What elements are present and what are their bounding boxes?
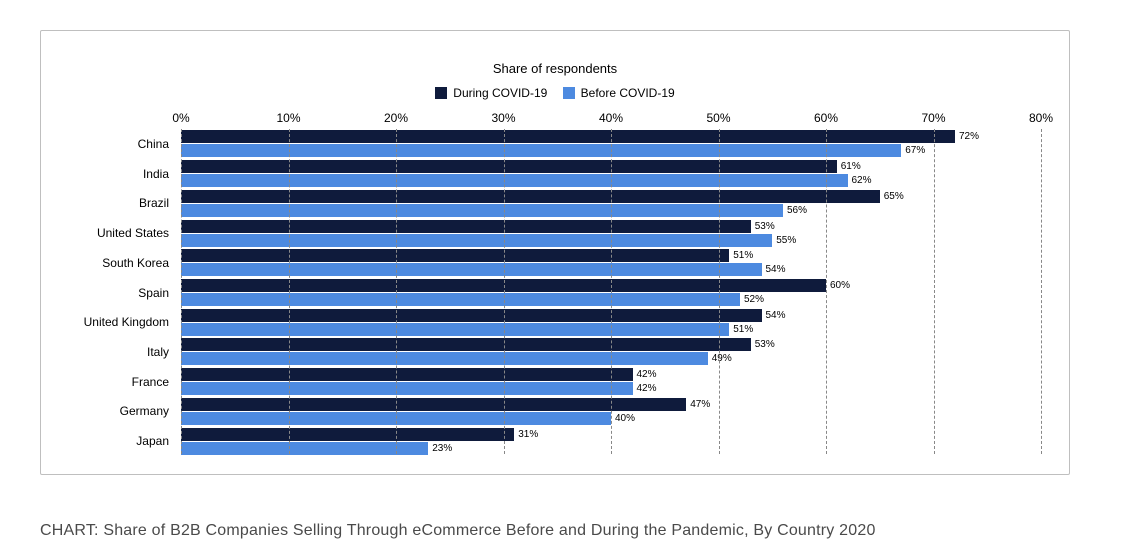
bar-value-label: 56% — [787, 204, 807, 217]
bar-before — [181, 323, 729, 336]
bar-row: 53% 49% — [181, 338, 1039, 365]
bar-during — [181, 368, 633, 381]
bar-during — [181, 428, 514, 441]
x-tick: 20% — [384, 111, 408, 125]
x-tick: 30% — [491, 111, 515, 125]
plot-area: 72%67%61%62%65%56%53%55%51%54%60%52%54%5… — [181, 129, 1039, 454]
grid-line — [611, 129, 612, 454]
bar-during — [181, 190, 880, 203]
bar-row: 54% 51% — [181, 309, 1039, 336]
bar-value-label: 31% — [518, 428, 538, 441]
legend-swatch-during — [435, 87, 447, 99]
bar-during — [181, 130, 955, 143]
legend-swatch-before — [563, 87, 575, 99]
legend-item-before: Before COVID-19 — [563, 86, 675, 100]
grid-line — [181, 129, 182, 454]
bar-value-label: 49% — [712, 352, 732, 365]
bar-value-label: 67% — [905, 144, 925, 157]
bar-row: 65% 56% — [181, 190, 1039, 217]
bar-value-label: 23% — [432, 442, 452, 455]
x-tick: 0% — [172, 111, 189, 125]
legend-item-during: During COVID-19 — [435, 86, 547, 100]
bar-before — [181, 293, 740, 306]
grid-line — [719, 129, 720, 454]
bar-before — [181, 263, 762, 276]
bar-value-label: 60% — [830, 279, 850, 292]
y-tick-label: Italy — [147, 345, 169, 359]
x-tick: 60% — [814, 111, 838, 125]
bar-row: 53%55% — [181, 220, 1039, 247]
bar-value-label: 61% — [841, 160, 861, 173]
y-tick-label: India — [143, 167, 169, 181]
x-tick: 40% — [599, 111, 623, 125]
bar-row: 51% 54% — [181, 249, 1039, 276]
y-tick-label: United States — [97, 226, 169, 240]
y-tick-label: Germany — [120, 404, 169, 418]
legend-label-during: During COVID-19 — [453, 86, 547, 100]
bar-value-label: 42% — [637, 382, 657, 395]
chart-inner: Share of respondents During COVID-19 Bef… — [40, 30, 1070, 475]
bar-value-label: 53% — [755, 338, 775, 351]
bar-during — [181, 309, 762, 322]
bar-value-label: 51% — [733, 323, 753, 336]
chart-container: Share of respondents During COVID-19 Bef… — [0, 0, 1144, 552]
legend-label-before: Before COVID-19 — [581, 86, 675, 100]
bar-during — [181, 160, 837, 173]
y-tick-label: Brazil — [139, 196, 169, 210]
bar-row: 61%62% — [181, 160, 1039, 187]
bar-before — [181, 174, 848, 187]
y-tick-label: Japan — [136, 434, 169, 448]
bar-value-label: 55% — [776, 234, 796, 247]
bar-before — [181, 204, 783, 217]
bar-during — [181, 338, 751, 351]
x-tick: 80% — [1029, 111, 1053, 125]
bar-value-label: 52% — [744, 293, 764, 306]
x-tick: 50% — [706, 111, 730, 125]
legend: During COVID-19 Before COVID-19 — [41, 86, 1069, 102]
grid-line — [396, 129, 397, 454]
x-axis: 0% 10% 20% 30% 40% 50% 60% 70% 80% — [41, 111, 1069, 129]
bar-value-label: 62% — [852, 174, 872, 187]
bar-value-label: 40% — [615, 412, 635, 425]
y-tick-label: United Kingdom — [84, 315, 169, 329]
bar-value-label: 54% — [766, 263, 786, 276]
bars-layer: 72%67%61%62%65%56%53%55%51%54%60%52%54%5… — [181, 129, 1039, 454]
bar-during — [181, 220, 751, 233]
bar-value-label: 47% — [690, 398, 710, 411]
y-tick-label: South Korea — [102, 256, 169, 270]
chart-caption: CHART: Share of B2B Companies Selling Th… — [40, 522, 1104, 540]
bar-during — [181, 249, 729, 262]
y-tick-label: Spain — [138, 286, 169, 300]
bar-before — [181, 382, 633, 395]
bar-value-label: 54% — [766, 309, 786, 322]
bar-before — [181, 352, 708, 365]
x-tick: 70% — [921, 111, 945, 125]
bar-before — [181, 442, 428, 455]
bar-value-label: 65% — [884, 190, 904, 203]
bar-row: 47% 40% — [181, 398, 1039, 425]
bar-value-label: 42% — [637, 368, 657, 381]
bar-before — [181, 234, 772, 247]
grid-line — [504, 129, 505, 454]
bar-value-label: 51% — [733, 249, 753, 262]
bar-row: 31% 23% — [181, 428, 1039, 455]
grid-line — [1041, 129, 1042, 454]
bar-row: 72% 67% — [181, 130, 1039, 157]
grid-line — [934, 129, 935, 454]
y-tick-label: France — [132, 375, 169, 389]
bar-row: 42%42% — [181, 368, 1039, 395]
y-tick-label: China — [138, 137, 169, 151]
grid-line — [826, 129, 827, 454]
bar-value-label: 72% — [959, 130, 979, 143]
x-tick: 10% — [276, 111, 300, 125]
grid-line — [289, 129, 290, 454]
bar-value-label: 53% — [755, 220, 775, 233]
chart-title: Share of respondents — [41, 61, 1069, 76]
bar-row: 60% 52% — [181, 279, 1039, 306]
y-axis-labels: China India Brazil United States South Korea… — [41, 129, 181, 454]
